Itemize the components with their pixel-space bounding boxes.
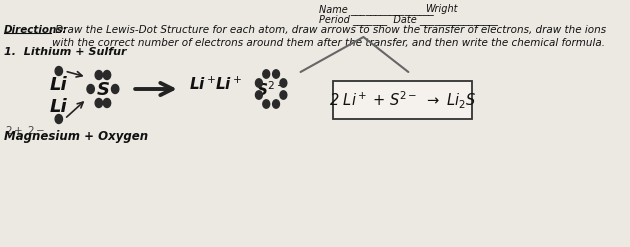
Text: 1.  Lithium + Sulfur: 1. Lithium + Sulfur: [4, 47, 127, 57]
Circle shape: [95, 99, 103, 107]
Circle shape: [263, 70, 270, 78]
Circle shape: [112, 84, 119, 94]
Text: S$^{2-}$: S$^{2-}$: [256, 81, 286, 99]
Bar: [333, 81, 472, 119]
Circle shape: [103, 70, 111, 80]
Circle shape: [273, 70, 280, 78]
Text: Directions:: Directions:: [4, 25, 67, 35]
Circle shape: [55, 115, 62, 124]
Circle shape: [280, 79, 287, 87]
Text: S: S: [96, 81, 110, 99]
Circle shape: [87, 84, 94, 94]
Circle shape: [263, 100, 270, 108]
Text: $2-$: $2-$: [27, 124, 45, 136]
Circle shape: [95, 70, 103, 80]
Text: 2 Li$^+$ + S$^{2-}$ $\rightarrow$ Li$_2$S: 2 Li$^+$ + S$^{2-}$ $\rightarrow$ Li$_2$…: [329, 89, 476, 111]
Text: Li$^+$: Li$^+$: [189, 75, 216, 93]
Text: Name _________________: Name _________________: [319, 4, 433, 15]
Text: Magnesium + Oxygen: Magnesium + Oxygen: [4, 130, 148, 143]
Text: Period _______  Date ________________: Period _______ Date ________________: [319, 14, 498, 25]
Circle shape: [280, 91, 287, 99]
Text: $2+$: $2+$: [5, 124, 23, 136]
Text: Draw the Lewis-Dot Structure for each atom, draw arrows to show the transfer of : Draw the Lewis-Dot Structure for each at…: [52, 25, 607, 48]
Circle shape: [256, 91, 262, 99]
Text: Wright: Wright: [425, 4, 457, 14]
Circle shape: [256, 79, 262, 87]
Text: Li$^+$: Li$^+$: [215, 75, 242, 93]
Text: Li: Li: [50, 76, 67, 94]
Circle shape: [55, 66, 62, 76]
Text: Li: Li: [50, 98, 67, 116]
Circle shape: [103, 99, 111, 107]
Circle shape: [273, 100, 280, 108]
